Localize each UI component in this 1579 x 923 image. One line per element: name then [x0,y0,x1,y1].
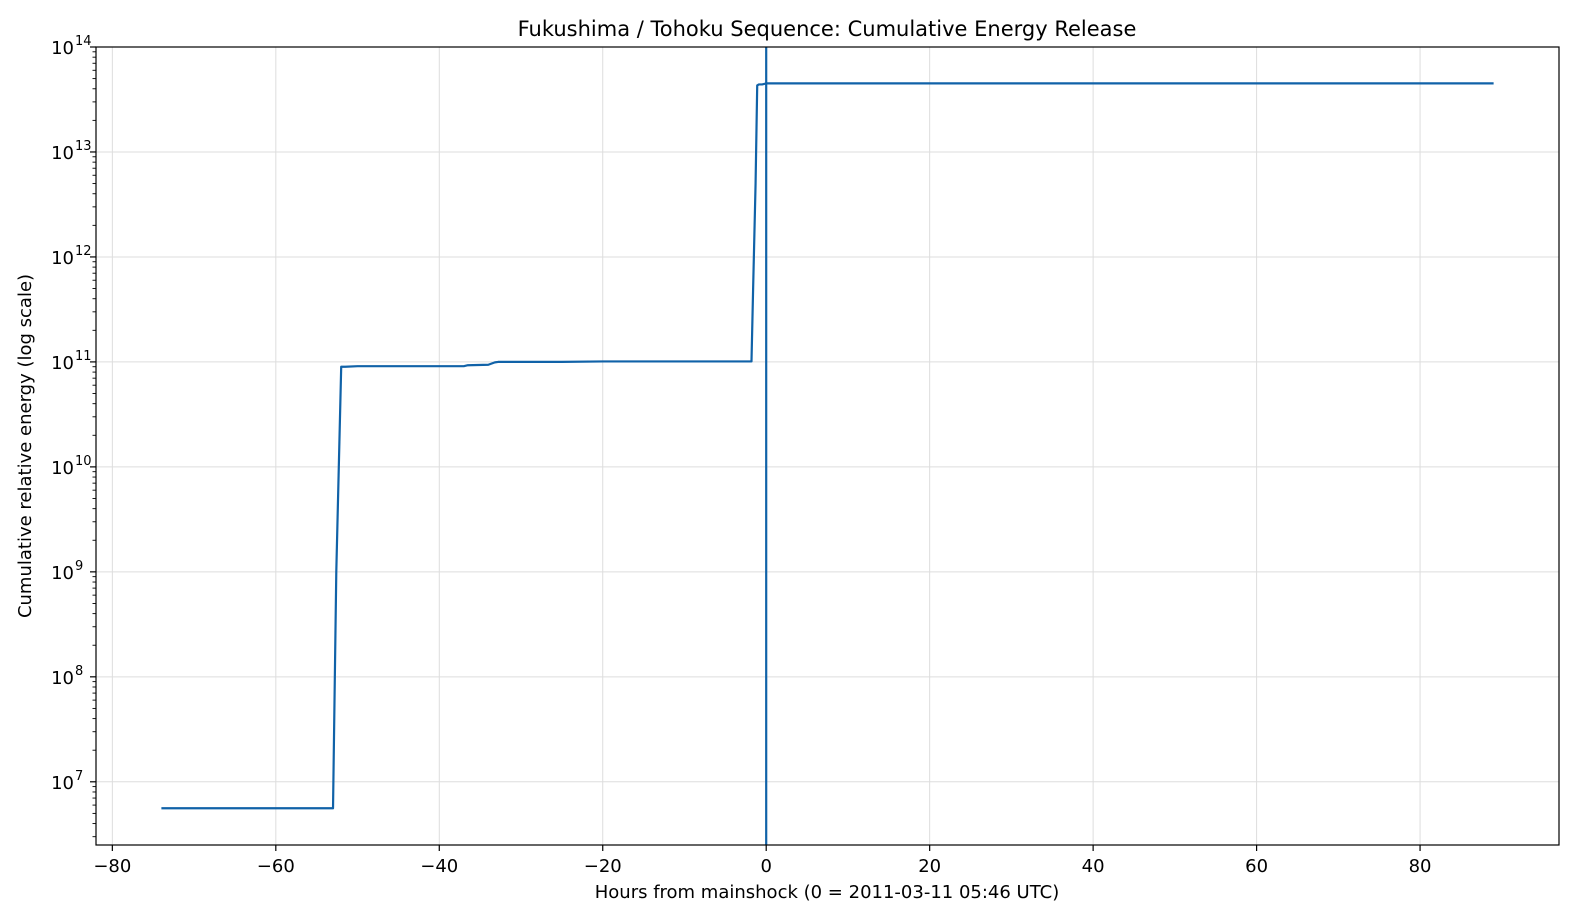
y-tick-exponent: 8 [75,664,83,679]
axes-frame [95,46,1560,846]
y-axis-label: Cumulative relative energy (log scale) [15,274,36,618]
y-tick-exponent: 11 [75,349,92,364]
y-tick-exponent: 9 [75,559,83,574]
x-tick-label: −20 [584,856,622,877]
y-tick-label: 10 [51,353,74,374]
x-tick-label: 40 [1082,856,1105,877]
y-tick-label: 10 [51,143,74,164]
grid-lines [96,47,1559,845]
y-tick-label: 10 [51,458,74,479]
x-tick-label: −80 [93,856,131,877]
x-tick-label: −60 [257,856,295,877]
x-tick-label: −40 [420,856,458,877]
y-tick-label: 10 [51,38,74,59]
plot-area [161,47,1494,845]
x-tick-label: 80 [1409,856,1432,877]
y-tick-label: 10 [51,563,74,584]
y-tick-label: 10 [51,668,74,689]
x-tick-label: 20 [918,856,941,877]
series-line [161,82,1494,810]
x-tick-label: 60 [1245,856,1268,877]
x-axis-ticks: −80 −60 −40 −20 0 20 40 60 80 [93,845,1432,877]
y-tick-exponent: 7 [75,769,83,784]
x-tick-label: 0 [760,856,771,877]
y-tick-exponent: 12 [75,244,92,259]
chart-title: Fukushima / Tohoku Sequence: Cumulative … [518,17,1137,41]
x-axis-label: Hours from mainshock (0 = 2011-03-11 05:… [595,882,1060,903]
y-tick-exponent: 10 [75,454,92,469]
y-tick-label: 10 [51,773,74,794]
y-tick-label: 10 [51,248,74,269]
y-tick-exponent: 14 [75,34,92,49]
y-tick-exponent: 13 [75,139,92,154]
